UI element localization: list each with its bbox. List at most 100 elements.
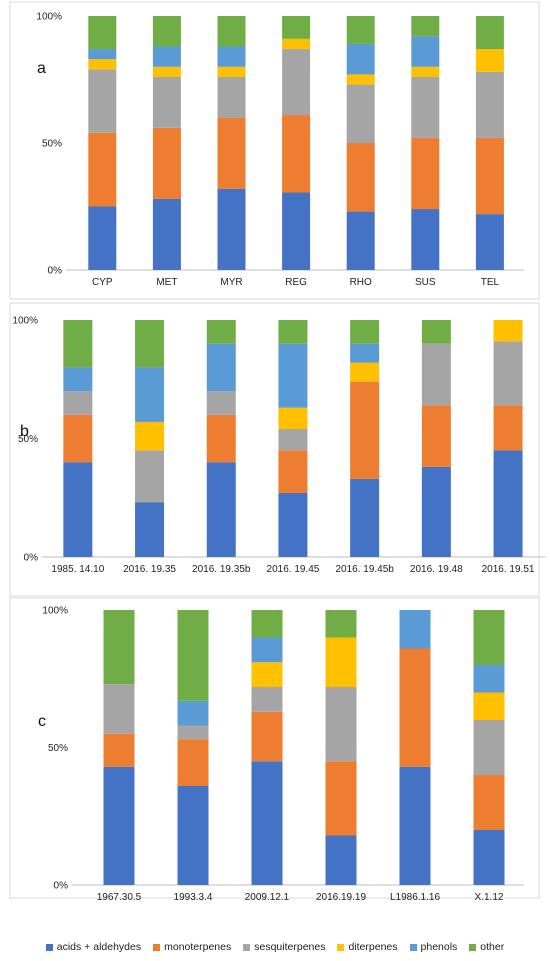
bar-segment-sesquiterpenes bbox=[411, 76, 440, 138]
legend-item-phenols: phenols bbox=[409, 941, 457, 953]
x-tick-label: SUS bbox=[415, 277, 436, 288]
bar-segment-monoterpenes bbox=[325, 761, 357, 836]
bar-segment-acids-aldehydes bbox=[473, 830, 505, 885]
x-tick-label: 1985. 14.10 bbox=[51, 564, 104, 575]
bar-segment-diterpenes bbox=[350, 362, 380, 382]
bar-stack bbox=[399, 610, 431, 885]
y-tick-label: 0% bbox=[48, 266, 63, 277]
panel-frame bbox=[9, 302, 540, 597]
chart-panel-c: 0% 50% 100% c 1967.30.5 1993.3.4 2009.12.1 2016… bbox=[9, 597, 540, 903]
y-tick-label: 50% bbox=[18, 434, 38, 445]
y-tick-label: 0% bbox=[24, 553, 39, 564]
panel-label: b bbox=[20, 423, 29, 440]
bar-segment-acids-aldehydes bbox=[206, 462, 236, 557]
bar-segment-other bbox=[251, 610, 283, 638]
bar-segment-sesquiterpenes bbox=[103, 684, 135, 734]
bar-stack bbox=[177, 610, 209, 885]
bar-stack bbox=[282, 16, 311, 270]
x-tick-label: 1967.30.5 bbox=[97, 892, 142, 903]
bar-segment-diterpenes bbox=[475, 49, 504, 72]
bar-segment-diterpenes bbox=[411, 66, 440, 77]
bar-segment-acids-aldehydes bbox=[421, 466, 451, 557]
x-tick-label: MET bbox=[156, 277, 177, 288]
bar-segment-monoterpenes bbox=[282, 115, 311, 193]
x-tick-label: 2016. 19.48 bbox=[410, 564, 463, 575]
bar-segment-monoterpenes bbox=[251, 711, 283, 762]
legend-item-monoterpenes: monoterpenes bbox=[153, 941, 231, 953]
bar-segment-sesquiterpenes bbox=[206, 391, 236, 415]
legend-label: other bbox=[480, 941, 505, 953]
bar-segment-acids-aldehydes bbox=[251, 761, 283, 885]
bar-segment-phenols bbox=[63, 367, 93, 392]
bar-segment-monoterpenes bbox=[206, 414, 236, 463]
bar-segment-diterpenes bbox=[152, 66, 181, 77]
bar-segment-acids-aldehydes bbox=[399, 766, 431, 885]
y-tick-label: 100% bbox=[36, 12, 62, 23]
bar-segment-monoterpenes bbox=[217, 117, 246, 189]
bar-segment-other bbox=[88, 16, 117, 50]
legend-item-other: other bbox=[469, 941, 504, 953]
x-tick-label: RHO bbox=[350, 277, 372, 288]
bar-segment-phenols bbox=[411, 36, 440, 67]
bar-segment-acids-aldehydes bbox=[475, 214, 504, 270]
x-tick-label: TEL bbox=[481, 277, 500, 288]
bar-segment-acids-aldehydes bbox=[152, 198, 181, 270]
bar-segment-phenols bbox=[473, 665, 505, 693]
bar-segment-monoterpenes bbox=[103, 733, 135, 767]
bar-segment-other bbox=[152, 16, 181, 47]
panel-frame bbox=[9, 1, 540, 300]
bar-segment-monoterpenes bbox=[493, 405, 523, 451]
bar-segment-monoterpenes bbox=[473, 775, 505, 830]
legend-label: diterpenes bbox=[348, 941, 398, 953]
bar-segment-monoterpenes bbox=[346, 143, 375, 212]
bar-segment-monoterpenes bbox=[421, 405, 451, 467]
x-tick-label: 2016. 19.35b bbox=[192, 564, 251, 575]
bar-segment-other bbox=[63, 320, 93, 368]
x-tick-label: 2016.19.19 bbox=[316, 892, 366, 903]
bar-stack bbox=[475, 16, 504, 270]
bar-segment-diterpenes bbox=[493, 320, 523, 342]
bar-stack bbox=[88, 16, 117, 270]
bar-segment-phenols bbox=[206, 343, 236, 392]
bar-segment-diterpenes bbox=[278, 407, 308, 430]
bar-segment-phenols bbox=[399, 610, 431, 649]
bar-segment-acids-aldehydes bbox=[493, 450, 523, 557]
bar-stack bbox=[473, 610, 505, 885]
bar-stack bbox=[493, 320, 523, 557]
bar-segment-other bbox=[411, 16, 440, 37]
bar-segment-acids-aldehydes bbox=[63, 462, 93, 557]
bar-segment-other bbox=[475, 16, 504, 50]
bar-segment-sesquiterpenes bbox=[251, 687, 283, 712]
bar-segment-acids-aldehydes bbox=[103, 766, 135, 885]
bar-segment-acids-aldehydes bbox=[346, 211, 375, 270]
bar-stack bbox=[206, 320, 236, 557]
bar-stack bbox=[251, 610, 283, 885]
bar-segment-diterpenes bbox=[251, 662, 283, 687]
bar-segment-monoterpenes bbox=[63, 414, 93, 463]
bar-segment-other bbox=[278, 320, 308, 344]
x-tick-label: 1993.3.4 bbox=[174, 892, 213, 903]
bar-segment-other bbox=[325, 610, 357, 638]
bar-segment-acids-aldehydes bbox=[135, 502, 165, 557]
panels: 0% 50% 100% a CYP MET MYR REG RHO SUS TEL 0% 50% 100%… bbox=[9, 1, 546, 903]
bar-segment-diterpenes bbox=[282, 38, 311, 50]
bar-stack bbox=[103, 610, 135, 885]
legend-label: monoterpenes bbox=[164, 941, 232, 953]
x-tick-label: 2016. 19.45 bbox=[267, 564, 320, 575]
bar-segment-sesquiterpenes bbox=[217, 76, 246, 118]
bar-segment-other bbox=[217, 16, 246, 47]
x-tick-label: 2016. 19.35 bbox=[123, 564, 176, 575]
panel-label: a bbox=[37, 60, 46, 77]
bar-segment-other bbox=[282, 16, 311, 39]
bar-stack bbox=[421, 320, 451, 557]
x-tick-label: L1986.1.16 bbox=[390, 892, 440, 903]
panel-label: c bbox=[38, 713, 46, 730]
bar-segment-acids-aldehydes bbox=[350, 478, 380, 557]
bar-segment-monoterpenes bbox=[177, 739, 209, 786]
bar-segment-acids-aldehydes bbox=[88, 206, 117, 270]
legend-swatch bbox=[409, 943, 417, 951]
bar-stack bbox=[411, 16, 440, 270]
x-tick-label: 2016. 19.51 bbox=[482, 564, 535, 575]
bar-segment-phenols bbox=[177, 700, 209, 726]
x-tick-label: MYR bbox=[220, 277, 242, 288]
